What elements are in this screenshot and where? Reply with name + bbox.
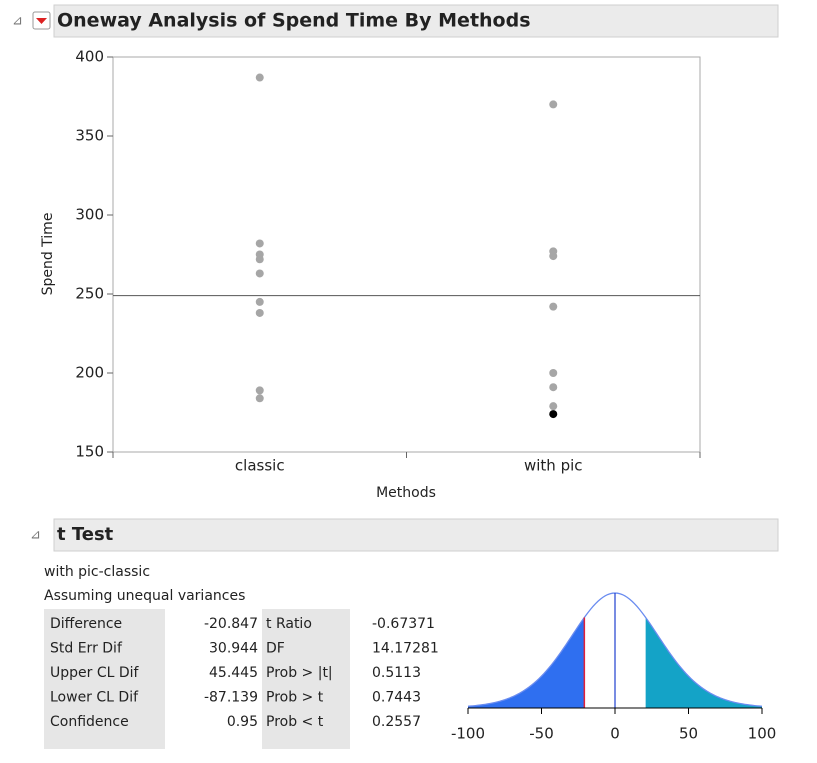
stat-label: Upper CL Dif: [50, 665, 140, 681]
stat-label: Prob > |t|: [266, 665, 333, 681]
x-tick-label: classic: [235, 457, 285, 475]
x-tick-label: with pic: [524, 457, 583, 475]
assumption: Assuming unequal variances: [44, 588, 245, 604]
point: [549, 410, 558, 419]
stat-value: 0.2557: [372, 714, 421, 730]
chart-title: Oneway Analysis of Spend Time By Methods: [57, 10, 531, 32]
stat-label: Std Err Dif: [50, 641, 123, 657]
point: [255, 255, 264, 264]
point: [255, 308, 264, 317]
point: [549, 383, 558, 392]
stat-value: 14.17281: [372, 641, 439, 657]
point: [255, 297, 264, 306]
disclosure-icon[interactable]: ⊿: [30, 528, 41, 543]
tail-area: [468, 617, 585, 708]
stat-label: Prob < t: [266, 714, 324, 730]
point: [255, 73, 264, 82]
x-tick-label: 100: [748, 725, 777, 743]
stat-value: 0.7443: [372, 690, 421, 706]
stat-value: -0.67371: [372, 616, 435, 632]
tail-area: [645, 617, 762, 708]
y-tick-label: 400: [75, 48, 104, 66]
point: [255, 394, 264, 403]
x-tick-label: -100: [451, 725, 485, 743]
title-bar: [53, 4, 779, 38]
y-axis-label: Spend Time: [40, 213, 56, 296]
point: [549, 302, 558, 311]
point: [549, 369, 558, 377]
disclosure-icon[interactable]: ⊿: [12, 14, 23, 29]
y-tick-label: 350: [75, 127, 104, 145]
comparison: with pic-classic: [44, 564, 150, 580]
x-tick-label: 50: [679, 725, 698, 743]
plot-frame: [112, 56, 701, 453]
ttest-title: t Test: [57, 524, 114, 545]
point: [549, 100, 558, 109]
x-tick-label: -50: [529, 725, 554, 743]
stat-label: Prob > t: [266, 690, 324, 706]
stat-label: Lower CL Dif: [50, 690, 139, 706]
point: [255, 239, 264, 248]
stat-label: Difference: [50, 616, 122, 632]
label-column: [44, 609, 165, 749]
point: [255, 386, 264, 395]
y-tick-label: 200: [75, 364, 104, 382]
menu-arrow: [36, 18, 47, 24]
stat-value: 45.445: [209, 665, 258, 681]
stat-value: -20.847: [204, 616, 258, 632]
y-tick-label: 150: [75, 443, 104, 461]
label-column: [262, 609, 350, 749]
ttest-bar: [53, 518, 779, 552]
point: [549, 252, 558, 261]
x-tick-label: 0: [610, 725, 620, 743]
y-tick-label: 250: [75, 285, 104, 303]
stat-label: DF: [266, 641, 285, 657]
point: [255, 269, 264, 278]
stat-label: t Ratio: [266, 616, 312, 632]
stat-value: -87.139: [204, 690, 258, 706]
stat-value: 0.95: [227, 714, 258, 730]
stat-label: Confidence: [50, 714, 129, 730]
stat-value: 0.5113: [372, 665, 421, 681]
y-tick-label: 300: [75, 206, 104, 224]
stat-value: 30.944: [209, 641, 258, 657]
x-axis-label: Methods: [376, 485, 436, 501]
point: [549, 402, 558, 411]
